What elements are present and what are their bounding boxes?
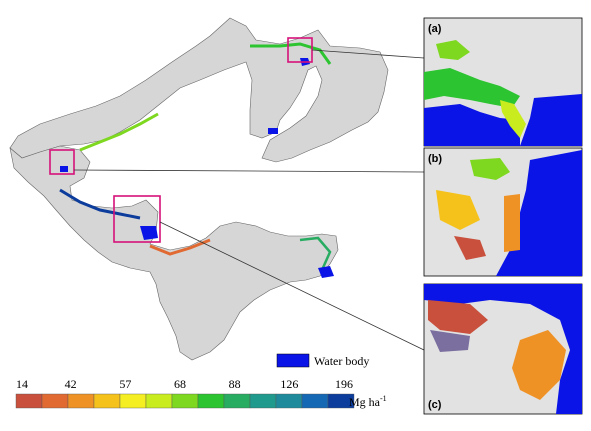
colorbar-swatch [67,393,95,409]
highlight-box-b [49,149,75,175]
inset-a-label: (a) [428,23,442,35]
colorbar-swatch [145,393,173,409]
colorbar-swatch [41,393,69,409]
colorbar-swatch [327,393,355,409]
colorbar-swatches [15,393,355,409]
colorbar-tick-label: 126 [280,377,298,391]
inset-b-vegetation-3 [454,236,486,260]
main-map [9,17,425,361]
inset-b-port [504,194,520,252]
inset-c-water [424,284,582,414]
leader-line-b [73,169,425,173]
colorbar-unit: Mg ha-1 [349,394,387,409]
leader-line-c [159,221,425,351]
colorbar-swatch [93,393,121,409]
colorbar-legend: 14 42 57 68 88 126 196 Mg ha-1 [15,377,387,409]
inset-c-biomass [512,330,566,400]
inset-a-vegetation-3 [436,40,470,60]
biomass-strip-east [299,236,332,271]
biomass-strip-north [250,42,332,65]
colorbar-swatch [119,393,147,409]
colorbar-unit-sup: -1 [380,394,387,403]
colorbar-swatch [171,393,199,409]
inset-c-biomass-2 [428,300,488,334]
colorbar-tick-label: 14 [16,377,28,391]
colorbar-tick-label: 68 [174,377,186,391]
inset-a-vegetation-2 [500,100,526,138]
inset-a-water-2 [424,104,520,146]
colorbar-tick-label: 57 [119,377,131,391]
water-body-label: Water body [314,354,369,368]
inset-c-label: (c) [428,399,442,411]
inset-a-vegetation [424,68,520,108]
water-body-swatch [276,353,310,368]
colorbar-swatch [249,393,277,409]
colorbar-unit-text: Mg ha [349,395,381,409]
inset-b-label: (b) [428,153,442,165]
inset-b: (b) [423,147,583,277]
water-body-3 [318,266,334,278]
inset-c-biomass-3 [430,330,470,352]
colorbar-tick-label: 88 [229,377,241,391]
inset-a-water [520,94,582,146]
inset-b-vegetation [470,158,510,180]
leader-line-a [311,49,425,59]
colorbar-tick-label: 42 [65,377,77,391]
land-north [9,17,389,163]
water-body-5 [268,128,278,134]
colorbar-tick-label: 196 [335,377,353,391]
colorbar-swatch [223,393,251,409]
biomass-strip-south [149,238,211,256]
colorbar-swatch [301,393,329,409]
highlight-box-c [113,195,161,243]
water-body-1 [140,226,158,240]
colorbar-swatch [197,393,225,409]
biomass-strip-sw [59,188,141,220]
water-body-4 [60,166,68,172]
biomass-strip-west [79,112,159,152]
inset-c: (c) [423,283,583,415]
water-body-legend: Water body [276,353,369,368]
colorbar-swatch [275,393,303,409]
inset-b-vegetation-2 [436,190,480,230]
colorbar-swatch [15,393,43,409]
inset-a: (a) [423,17,583,147]
colorbar-ticks: 14 42 57 68 88 126 196 [16,377,353,391]
